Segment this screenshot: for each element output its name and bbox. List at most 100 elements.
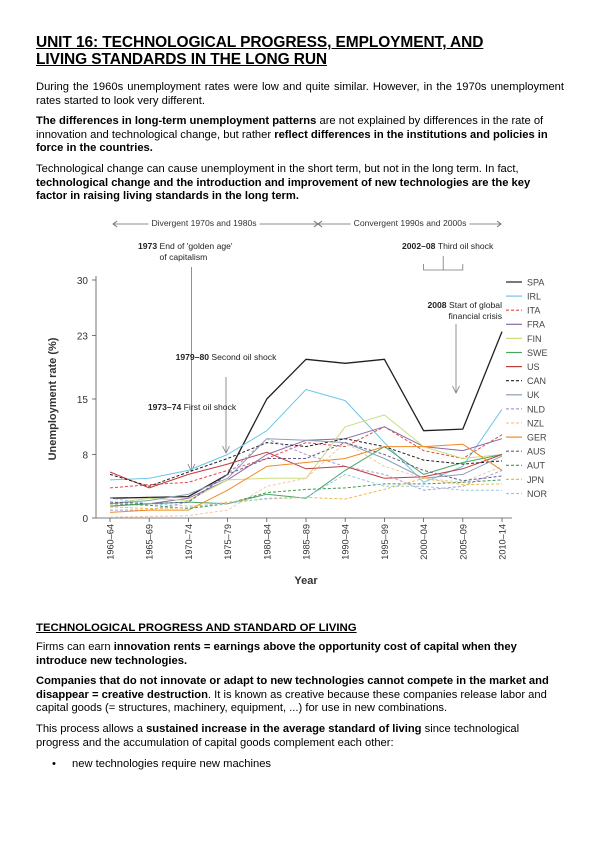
convergent-arrow-right [496, 220, 502, 228]
crisis-arrowhead [452, 385, 460, 394]
x-axis-title: Year [294, 575, 318, 587]
x-tick-label: 1965–69 [145, 524, 155, 560]
period-label: Divergent 1970s and 1980s [151, 218, 256, 228]
period-label-bg [350, 217, 470, 229]
series-line-can [109, 438, 503, 487]
legend-label-us: US [527, 362, 540, 372]
series-line-us [109, 451, 503, 489]
para3-bold-1: technological change and the introductio… [36, 176, 531, 203]
legend-label-jpn: JPN [527, 475, 544, 485]
x-tick-label: 1960–64 [106, 524, 116, 560]
y-tick-label: 0 [82, 514, 88, 525]
section-heading: TECHNOLOGICAL PROGRESS AND STANDARD OF L… [36, 622, 357, 634]
para2-bold-1: The differences in long-term unemploymen… [36, 115, 317, 128]
x-tick-label: 2005–09 [458, 524, 468, 560]
title-line-2: LIVING STANDARDS IN THE LONG RUN [36, 51, 328, 68]
y-tick-label: 23 [77, 332, 89, 343]
series-line-aus [109, 442, 503, 505]
legend-label-fra: FRA [527, 320, 545, 330]
series-line-fra [109, 426, 503, 507]
annotation-financial-crisis-bold: 2008 [427, 300, 449, 310]
series-line-fin [109, 414, 503, 505]
s2p2-text: . It is known as creative because these … [36, 688, 547, 715]
para2-bold-2: reflect differences in the institutions … [36, 128, 548, 155]
period-label-bg [148, 217, 260, 229]
legend-label-ger: GER [527, 433, 547, 443]
section-paragraph-3: This process allows a sustained increase… [36, 723, 564, 750]
annotation-second-oil-shock: 1979–80 Second oil shock [176, 352, 278, 362]
annotation-third-oil-shock-text: Third oil shock [438, 241, 494, 251]
legend-label-irl: IRL [527, 292, 541, 302]
annotation-third-oil-shock-bold: 2002–08 [402, 241, 438, 251]
x-tick-label: 1970–74 [184, 524, 194, 560]
legend-label-spa: SPA [527, 277, 544, 287]
period-label: Convergent 1990s and 2000s [354, 218, 467, 228]
series-line-nld [110, 438, 503, 511]
divergent-arrow-left [112, 220, 118, 228]
convergent-arrow-left [317, 220, 323, 228]
annotation-financial-crisis-line2: financial crisis [449, 311, 503, 321]
annotation-first-oil-shock: 1973–74 First oil shock [148, 402, 237, 412]
annotation-golden-age: 1973 End of 'golden age' [138, 241, 233, 251]
page-title: UNIT 16: TECHNOLOGICAL PROGRESS, EMPLOYM… [36, 34, 564, 68]
s2p3-text-2: since technological progress and the acc… [36, 722, 520, 749]
paragraph-1: During the 1960s unemployment rates were… [36, 81, 564, 107]
y-axis-title: Unemployment rate (%) [47, 337, 59, 460]
para3-text-1: Technological change can cause unemploym… [36, 162, 519, 175]
legend-label-aus: AUS [527, 447, 546, 457]
section-technological-progress: TECHNOLOGICAL PROGRESS AND STANDARD OF L… [36, 622, 564, 772]
legend-label-nzl: NZL [527, 418, 544, 428]
s2p1-text: Firms can earn [36, 641, 114, 653]
legend-label-nor: NOR [527, 489, 548, 499]
x-tick-label: 1985–89 [302, 524, 312, 560]
series-line-aut [109, 479, 503, 509]
legend-label-swe: SWE [527, 348, 548, 358]
legend-label-aut: AUT [527, 461, 546, 471]
series-line-nzl [109, 442, 503, 518]
legend-label-fin: FIN [527, 334, 542, 344]
x-tick-label: 1995–99 [380, 524, 390, 560]
x-tick-label: 1980–84 [262, 524, 272, 560]
bullet-item: new technologies require new machines [52, 758, 564, 772]
annotation-financial-crisis: 2008 Start of global [427, 300, 502, 310]
series-line-nor [109, 473, 502, 507]
annotation-second-oil-shock-text: Second oil shock [211, 352, 277, 362]
title-line-1: UNIT 16: TECHNOLOGICAL PROGRESS, EMPLOYM… [36, 34, 484, 51]
legend-label-uk: UK [527, 390, 540, 400]
page-header: UNIT 16: TECHNOLOGICAL PROGRESS, EMPLOYM… [36, 34, 564, 204]
annotation-financial-crisis-text: Start of global [449, 300, 502, 310]
unemployment-chart: Divergent 1970s and 1980s Convergent 1990… [36, 212, 562, 590]
annotation-golden-age-text: End of 'golden age' [160, 241, 233, 251]
annotation-second-oil-shock-bold: 1979–80 [176, 352, 212, 362]
annotation-third-oil-shock: 2002–08 Third oil shock [402, 241, 494, 251]
x-tick-label: 2010–14 [498, 524, 508, 560]
series-line-uk [109, 438, 503, 505]
series-line-spa [109, 331, 503, 499]
y-tick-label: 15 [77, 395, 89, 406]
section-paragraph-1: Firms can earn innovation rents = earnin… [36, 641, 564, 668]
legend-label-can: CAN [527, 376, 546, 386]
section-paragraph-2: Companies that do not innovate or adapt … [36, 675, 564, 716]
legend-label-nld: NLD [527, 404, 546, 414]
x-tick-label: 1975–79 [223, 524, 233, 560]
annotation-first-oil-shock-bold: 1973–74 [148, 402, 184, 412]
s2p1-bold: innovation rents = earnings above the op… [36, 641, 517, 667]
s2p2-bold: Companies that do not innovate or adapt … [36, 675, 549, 701]
annotation-golden-age-line2: of capitalism [160, 252, 208, 262]
x-tick-label: 1990–94 [341, 524, 351, 560]
y-tick-label: 8 [82, 451, 88, 462]
annotation-golden-age-bold: 1973 [138, 241, 160, 251]
chart-svg: Divergent 1970s and 1980s Convergent 1990… [47, 217, 548, 587]
y-tick-label: 30 [77, 276, 89, 287]
s2p3-text-1: This process allows a [36, 722, 147, 735]
legend-label-ita: ITA [527, 306, 540, 316]
second-oil-arrowhead [222, 445, 230, 454]
s2p3-bold: sustained increase in the average standa… [146, 722, 422, 735]
paragraph-3: Technological change can cause unemploym… [36, 163, 564, 204]
series-line-ita [109, 426, 503, 489]
annotation-first-oil-shock-text: First oil shock [184, 402, 237, 412]
x-tick-label: 2000–04 [419, 524, 429, 560]
series-line-ger [109, 443, 503, 513]
paragraph-2: The differences in long-term unemploymen… [36, 115, 564, 156]
para2-text-1: are not explained by differences in the … [36, 115, 544, 141]
